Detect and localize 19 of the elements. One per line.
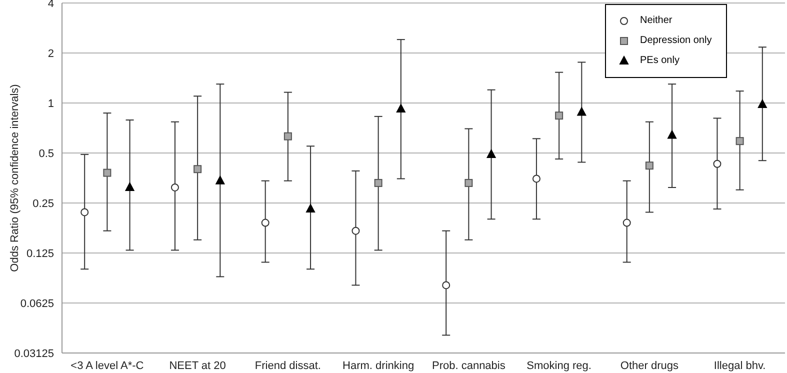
y-tick-label: 0.03125 (14, 348, 54, 360)
y-tick-label: 1 (48, 98, 54, 110)
legend-label: Neither (640, 14, 672, 28)
x-tick-label: NEET at 20 (169, 360, 226, 372)
x-tick-label: Prob. cannabis (432, 360, 506, 372)
x-tick-label: Friend dissat. (254, 360, 321, 372)
x-tick-label: Other drugs (620, 360, 679, 372)
x-tick-label: Illegal bhv. (714, 360, 766, 372)
y-tick-label: 0.5 (38, 148, 54, 160)
y-tick-label: 0.0625 (20, 298, 54, 310)
y-tick-label: 2 (48, 48, 54, 60)
y-axis-title: Odds Ratio (95% confidence intervals) (8, 84, 21, 272)
legend-label: Depression only (640, 34, 712, 48)
x-tick-label: <3 A level A*-C (70, 360, 144, 372)
legend-label: PEs only (640, 54, 680, 68)
y-tick-label: 0.125 (26, 248, 54, 260)
x-tick-label: Smoking reg. (526, 360, 592, 372)
y-tick-label: 0.25 (32, 198, 54, 210)
x-tick-label: Harm. drinking (342, 360, 414, 372)
